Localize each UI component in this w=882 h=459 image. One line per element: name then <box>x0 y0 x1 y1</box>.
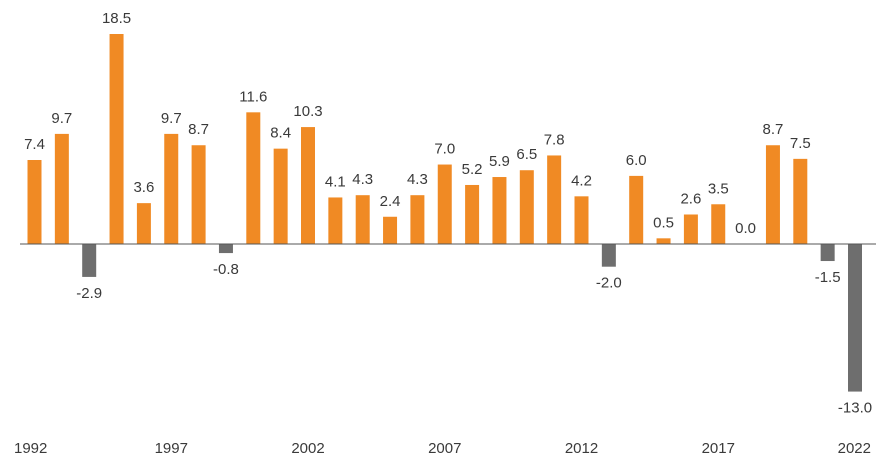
value-label-2009: 5.9 <box>489 153 510 170</box>
value-label-2018: 0.0 <box>735 220 756 237</box>
bar-2009 <box>492 177 507 244</box>
value-label-2015: 0.5 <box>653 214 674 231</box>
x-tick-label-2012: 2012 <box>565 440 598 457</box>
value-label-2008: 5.2 <box>462 161 483 178</box>
bar-1997 <box>164 133 179 244</box>
bar-2000 <box>246 112 261 244</box>
value-labels-group: 7.4 9.7 -2.9 18.5 3.6 9.7 8.7 -0.8 11.6 8.410.3 4.… <box>24 10 872 417</box>
value-label-2005: 2.4 <box>380 193 401 210</box>
bar-2020 <box>793 158 808 244</box>
x-tick-label-1997: 1997 <box>155 440 188 457</box>
value-label-2000: 11.6 <box>239 88 267 105</box>
value-label-1992: 7.4 <box>24 136 45 153</box>
bar-2003 <box>328 197 343 244</box>
value-label-2022: -13.0 <box>838 400 872 417</box>
value-label-1994: -2.9 <box>76 285 102 302</box>
value-label-2017: 3.5 <box>708 180 729 197</box>
bars-group <box>27 34 862 392</box>
value-label-2020: 7.5 <box>790 135 811 152</box>
value-label-2001: 8.4 <box>270 125 291 142</box>
bar-1996 <box>136 203 151 244</box>
bar-2010 <box>519 170 534 244</box>
x-tick-label-1992: 1992 <box>14 440 47 457</box>
value-label-1997: 9.7 <box>161 110 182 127</box>
bar-2017 <box>711 204 726 244</box>
x-tick-label-2017: 2017 <box>702 440 735 457</box>
value-label-2011: 7.8 <box>544 131 565 148</box>
x-tick-label-2022: 2022 <box>838 440 871 457</box>
bar-1992 <box>27 160 42 244</box>
bar-2021 <box>820 244 835 262</box>
x-tick-labels-group: 1992 1997 2002 2007 2012 2017 2022 <box>14 440 871 457</box>
value-label-2002: 10.3 <box>293 103 322 120</box>
value-label-2019: 8.7 <box>763 121 784 138</box>
value-label-1998: 8.7 <box>188 121 209 138</box>
bar-2005 <box>383 216 398 244</box>
value-label-2013: -2.0 <box>596 275 622 292</box>
bar-2011 <box>547 155 562 244</box>
value-label-1995: 18.5 <box>102 10 131 27</box>
bar-2001 <box>273 148 288 244</box>
bar-1995 <box>109 34 124 244</box>
bar-2014 <box>629 175 644 244</box>
value-label-2016: 2.6 <box>680 190 701 207</box>
bar-2004 <box>355 195 370 244</box>
value-label-1996: 3.6 <box>133 179 154 196</box>
bar-2012 <box>574 196 589 244</box>
value-label-1999: -0.8 <box>213 261 239 278</box>
value-label-2006: 4.3 <box>407 171 428 188</box>
value-label-1993: 9.7 <box>51 110 72 127</box>
value-label-2010: 6.5 <box>516 146 537 163</box>
bar-2007 <box>437 164 452 244</box>
bar-2015 <box>656 238 671 244</box>
value-label-2004: 4.3 <box>352 171 373 188</box>
x-tick-label-2002: 2002 <box>291 440 324 457</box>
value-label-2012: 4.2 <box>571 172 592 189</box>
bar-1993 <box>54 133 69 244</box>
bar-2008 <box>465 184 480 244</box>
bar-1999 <box>218 244 233 254</box>
bar-1994 <box>82 244 97 277</box>
bar-2013 <box>601 244 616 267</box>
bar-2019 <box>765 145 780 244</box>
value-label-2003: 4.1 <box>325 173 346 190</box>
bar-2022 <box>848 244 862 392</box>
value-label-2014: 6.0 <box>626 152 647 169</box>
bar-2006 <box>410 195 425 244</box>
value-label-2007: 7.0 <box>434 141 455 158</box>
value-label-2021: -1.5 <box>815 269 841 286</box>
bar-2016 <box>683 214 698 244</box>
bar-1998 <box>191 145 206 244</box>
x-tick-label-2007: 2007 <box>428 440 461 457</box>
bar-2002 <box>301 127 315 244</box>
